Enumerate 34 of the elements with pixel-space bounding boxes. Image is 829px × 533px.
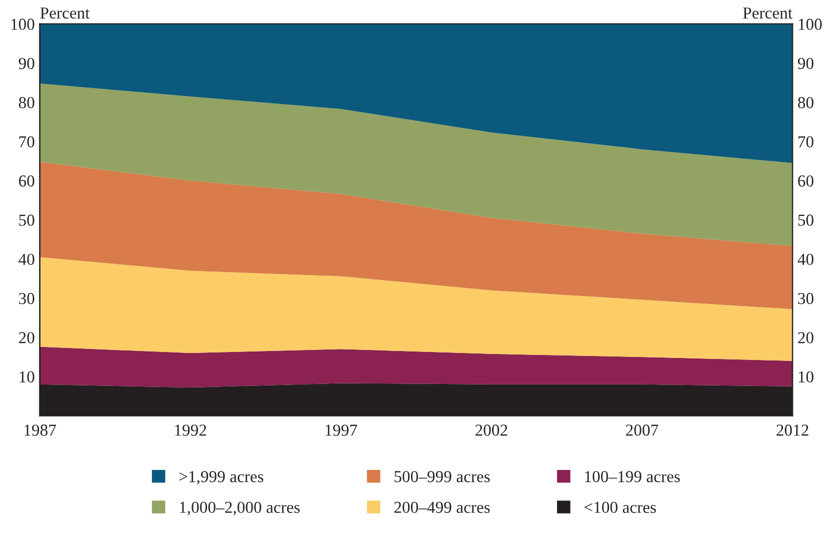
y2-tick-label: 70 [798,136,814,148]
x-tick-label: 2012 [776,424,808,436]
x-tick-label: 2002 [475,424,508,436]
legend-label: >1,999 acres [179,471,264,485]
legend-label: 200–499 acres [394,502,490,513]
y2-tick-label: 30 [798,292,814,304]
y-tick-label: 10 [20,371,34,383]
y2-tick-label: 90 [798,58,814,70]
legend-label: <100 acres [584,502,656,513]
x-tick-label: 1997 [326,424,358,436]
y2-axis-title: Percent [743,8,792,19]
y2-tick-label: 80 [798,97,814,108]
y2-tick-label: 50 [798,214,814,226]
y2-tick-label: 10 [798,371,814,383]
x-tick-label: 1987 [24,424,56,436]
x-tick-label: 2007 [626,424,658,436]
y2-tick-label: 40 [798,254,814,265]
y-tick-label: 60 [18,175,34,187]
y-tick-label: 70 [19,136,34,148]
y-tick-label: 20 [18,332,34,344]
y-tick-label: 90 [18,58,34,70]
legend-label: 100–199 acres [585,471,680,482]
x-tick-label: 1992 [175,424,206,436]
y-tick-label: 30 [19,292,34,304]
y2-tick-label: 100 [798,18,822,30]
y2-tick-label: 20 [798,332,814,344]
legend-label: 1,000–2,000 acres [180,502,300,516]
y-tick-label: 50 [19,214,34,226]
y2-tick-label: 60 [798,175,814,187]
y-axis-title: Percent [40,8,90,19]
y-tick-label: 100 [11,18,34,30]
y-tick-label: 40 [18,254,34,265]
legend-label: 500–999 acres [394,471,490,482]
y-tick-label: 80 [18,97,34,108]
